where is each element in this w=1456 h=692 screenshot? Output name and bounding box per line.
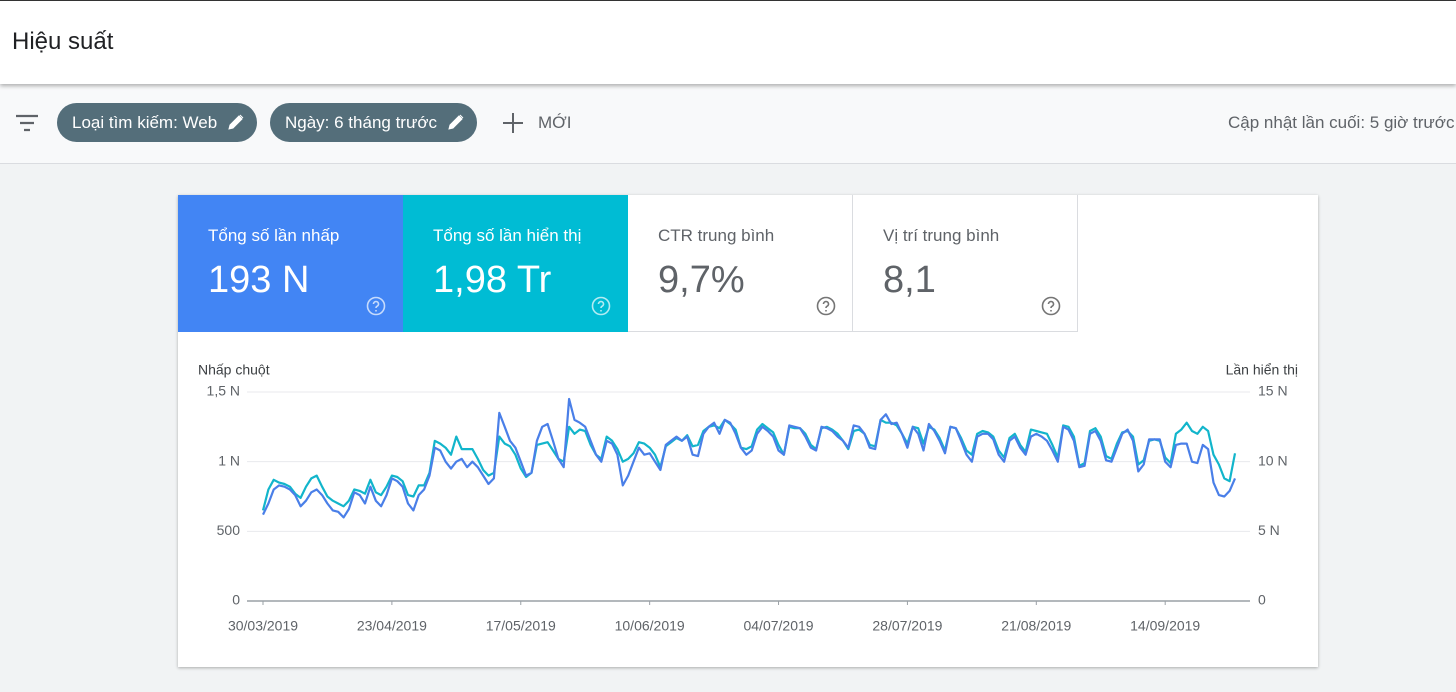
metric-value: 8,1 (883, 259, 936, 301)
plus-icon[interactable] (502, 112, 524, 134)
series-line (262, 397, 1237, 519)
x-tick-label: 04/07/2019 (743, 618, 813, 634)
y2-axis-title: Lần hiển thị (1226, 362, 1298, 378)
performance-card: Tổng số lần nhấp 193 N Tổng số lần hiển t… (178, 195, 1318, 667)
y-axis-title: Nhấp chuột (198, 362, 270, 378)
x-tick-label: 23/04/2019 (357, 618, 427, 634)
header: Hiệu suất (0, 0, 1456, 84)
metric-tile[interactable]: Vị trí trung bình 8,1 (853, 195, 1078, 332)
x-tick-label: 10/06/2019 (615, 618, 685, 634)
help-icon[interactable] (816, 296, 836, 316)
help-icon[interactable] (591, 296, 611, 316)
chip-label: Ngày: 6 tháng trước (285, 113, 437, 132)
chip-label: Loại tìm kiếm: Web (72, 113, 218, 132)
metric-label: CTR trung bình (658, 226, 775, 245)
metric-value: 9,7% (658, 259, 745, 301)
edit-icon (228, 114, 244, 130)
toolbar: Loại tìm kiếm: Web Ngày: 6 tháng trước M… (0, 84, 1456, 164)
y-tick-label: 500 (217, 522, 241, 538)
y2-tick-label: 5 N (1258, 522, 1280, 538)
x-tick-label: 30/03/2019 (228, 618, 298, 634)
last-update: Cập nhật lần cuối: 5 giờ trước (1228, 113, 1455, 132)
metric-label: Tổng số lần hiển thị (433, 226, 582, 245)
x-tick-label: 17/05/2019 (486, 618, 556, 634)
filter-chip[interactable]: Ngày: 6 tháng trước (270, 103, 477, 142)
filter-chip[interactable]: Loại tìm kiếm: Web (57, 103, 258, 142)
y2-tick-label: 0 (1258, 592, 1266, 608)
series-line (261, 418, 1237, 511)
help-icon[interactable] (1041, 296, 1061, 316)
page-title: Hiệu suất (12, 28, 114, 55)
filter-icon[interactable] (15, 113, 39, 133)
metric-value: 1,98 Tr (433, 259, 552, 301)
edit-icon (448, 114, 464, 130)
metric-value: 193 N (208, 259, 310, 301)
metric-label: Tổng số lần nhấp (208, 226, 340, 245)
x-tick-label: 14/09/2019 (1130, 618, 1200, 634)
y2-tick-label: 15 N (1258, 383, 1288, 399)
y-tick-label: 1,5 N (207, 383, 240, 399)
x-tick-label: 21/08/2019 (1001, 618, 1071, 634)
chart: Nhấp chuột Lần hiển thị 0 500 1 N 1,5 N 0 5 N… (198, 362, 1298, 634)
y-tick-label: 0 (232, 592, 240, 608)
y-tick-label: 1 N (218, 452, 240, 468)
metric-tile[interactable]: CTR trung bình 9,7% (628, 195, 853, 332)
metric-tile[interactable]: Tổng số lần hiển thị 1,98 Tr (403, 195, 628, 332)
metric-tile[interactable]: Tổng số lần nhấp 193 N (178, 195, 403, 332)
x-tick-label: 28/07/2019 (872, 618, 942, 634)
new-button[interactable]: MỚI (538, 113, 572, 132)
metric-label: Vị trí trung bình (883, 226, 1000, 245)
y2-tick-label: 10 N (1258, 452, 1288, 468)
help-icon[interactable] (366, 296, 386, 316)
